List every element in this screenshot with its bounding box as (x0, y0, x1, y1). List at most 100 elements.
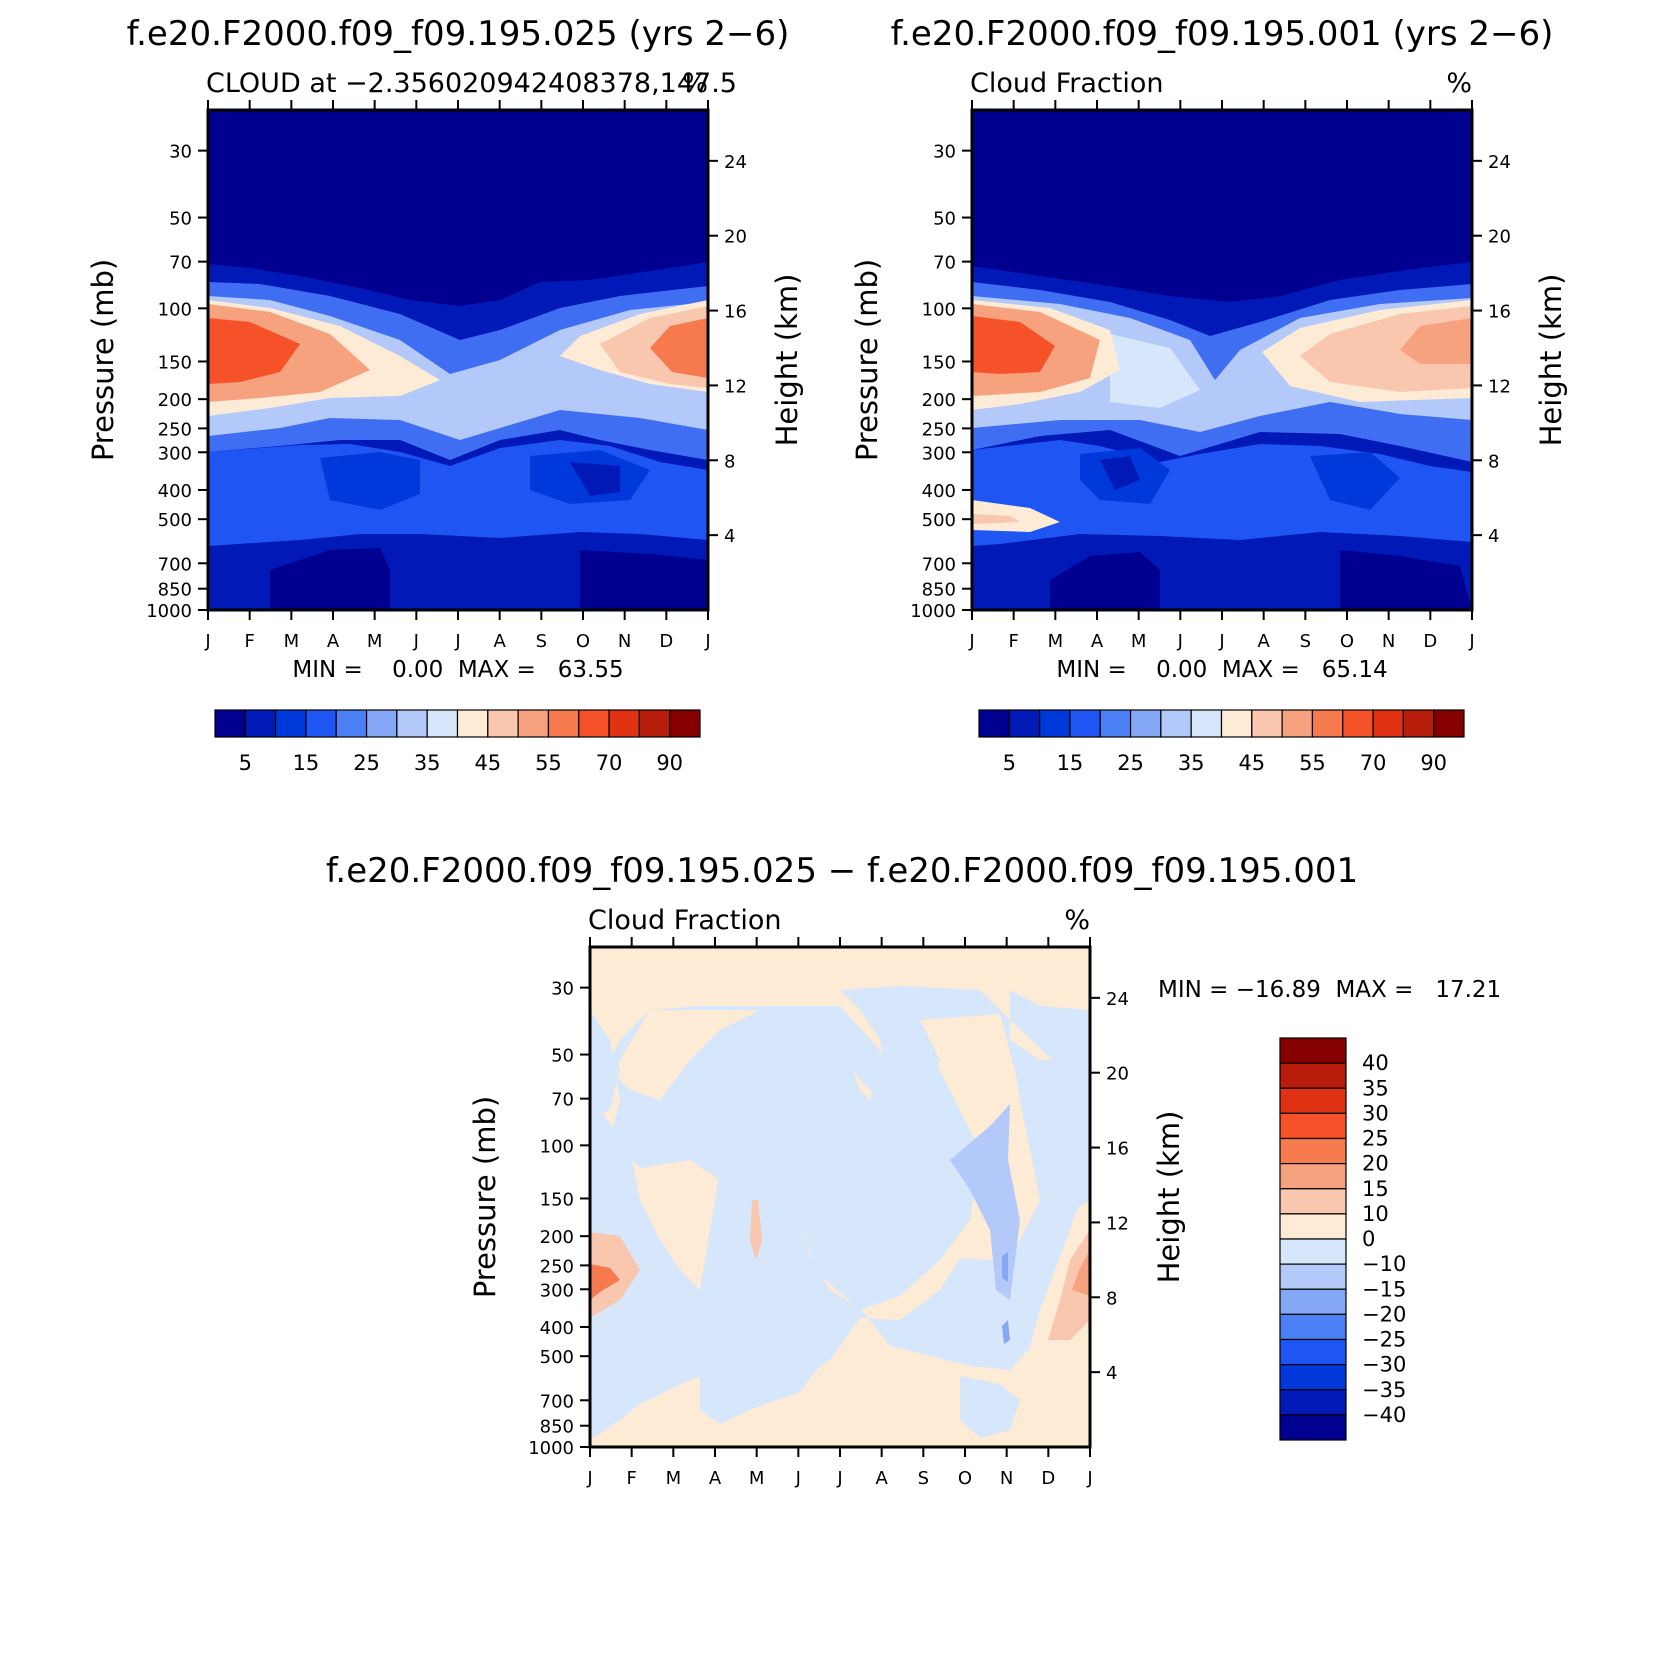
colorbar-label: 90 (1420, 751, 1447, 775)
colorbar-swatch (487, 709, 519, 738)
pressure-tick-label: 400 (922, 481, 956, 502)
panel-3-plot-area (590, 947, 1090, 1447)
panel-2-y-axis-label: Pressure (mb) (850, 259, 884, 461)
colorbar-label: 15 (1057, 751, 1084, 775)
panel-3-neg-15 (950, 1104, 1020, 1300)
colorbar-swatch (1279, 1213, 1347, 1240)
colorbar-swatch (335, 709, 368, 738)
colorbar-swatch (1279, 1338, 1347, 1366)
panel-2-warm-blob (972, 500, 1060, 532)
month-tick-label: S (536, 631, 547, 652)
colorbar-swatch (426, 709, 459, 738)
colorbar-swatch (1251, 709, 1283, 738)
panel-2-minmax: MIN = 0.00 MAX = 65.14 (1056, 657, 1387, 683)
panel-2-plot-area (972, 110, 1472, 610)
panel-2-surface (1050, 552, 1160, 610)
panel-3-pos-15-right (1072, 1250, 1090, 1296)
month-tick-label: D (1041, 1468, 1055, 1489)
colorbar-swatch (1279, 1037, 1347, 1064)
height-tick-label: 16 (1488, 302, 1511, 323)
pressure-tick-label: 300 (158, 443, 192, 464)
pressure-tick-label: 70 (169, 253, 192, 274)
panel-2-y2-axis-label: Height (km) (1534, 274, 1568, 447)
colorbar-swatch (608, 709, 640, 738)
month-tick-label: M (666, 1468, 682, 1489)
panel-3-neg-20 (1002, 1252, 1008, 1282)
colorbar-swatch (1279, 1087, 1347, 1114)
colorbar-swatch (669, 709, 701, 738)
panel-3: f.e20.F2000.f09_f09.195.025 − f.e20.F200… (326, 851, 1501, 1489)
panel-1-units: % (682, 68, 708, 99)
panel-1-minmax: MIN = 0.00 MAX = 63.55 (292, 657, 623, 683)
colorbar-swatch (1433, 709, 1465, 738)
colorbar-label: 35 (414, 751, 441, 775)
colorbar-swatch (1402, 709, 1435, 738)
colorbar-swatch (1279, 1163, 1347, 1190)
panel-2-surface-2 (1340, 550, 1472, 610)
panel-1-hot-core-1 (208, 318, 300, 384)
height-tick-label: 12 (1106, 1213, 1129, 1234)
month-tick-label: A (494, 631, 507, 652)
colorbar-swatch (275, 709, 307, 738)
colorbar-label: 10 (1362, 1202, 1389, 1226)
colorbar-swatch (1311, 709, 1344, 738)
pressure-tick-label: 400 (540, 1318, 574, 1339)
colorbar-swatch (396, 709, 428, 738)
colorbar-swatch (1279, 1313, 1347, 1341)
colorbar-swatch (1069, 709, 1101, 738)
panel-1-surface-2 (580, 550, 708, 610)
month-tick-label: J (1218, 631, 1224, 652)
colorbar-swatch (214, 709, 246, 738)
panel-1-mid-low-1 (320, 452, 420, 510)
panel-2-pale-band (1110, 334, 1200, 408)
month-tick-label: D (659, 631, 673, 652)
panel-1-h-ticks: 4 8 12 16 20 24 (708, 152, 747, 547)
month-tick-label: S (918, 1468, 929, 1489)
colorbar-swatch (1279, 1288, 1347, 1315)
month-tick-label: A (1091, 631, 1104, 652)
colorbar-swatch (1190, 709, 1223, 738)
colorbar-label: 20 (1362, 1152, 1389, 1176)
month-tick-label: J (836, 1468, 842, 1489)
colorbar-label: 25 (1117, 751, 1144, 775)
month-tick-label: O (958, 1468, 972, 1489)
colorbar-label: −20 (1362, 1302, 1406, 1326)
panel-2: f.e20.F2000.f09_f09.195.001 (yrs 2−6) Cl… (850, 14, 1568, 775)
pressure-tick-label: 300 (540, 1280, 574, 1301)
panel-2-stratosphere (972, 110, 1472, 302)
panel-2-left-label: Cloud Fraction (970, 68, 1163, 99)
colorbar-label: 15 (293, 751, 320, 775)
height-tick-label: 20 (1488, 227, 1511, 248)
height-tick-label: 4 (724, 526, 735, 547)
month-tick-label: J (454, 631, 460, 652)
colorbar-swatch (1008, 709, 1041, 738)
panel-2-hot-core-1 (972, 316, 1055, 374)
pressure-tick-label: 150 (158, 352, 192, 373)
colorbar-label: 90 (656, 751, 683, 775)
pressure-tick-label: 1000 (910, 601, 956, 622)
colorbar-swatch (1039, 709, 1071, 738)
panel-3-neg-band-main (590, 1010, 980, 1310)
panel-3-title: f.e20.F2000.f09_f09.195.025 − f.e20.F200… (326, 851, 1358, 891)
colorbar-label: −15 (1362, 1277, 1406, 1301)
panel-3-y2-axis-label: Height (km) (1152, 1111, 1186, 1284)
month-tick-label: D (1423, 631, 1437, 652)
panel-2-mid-low-2 (1310, 452, 1400, 510)
pressure-tick-label: 100 (922, 299, 956, 320)
panel-3-minmax: MIN = −16.89 MAX = 17.21 (1158, 977, 1501, 1003)
colorbar-swatch (365, 709, 398, 738)
colorbar-label: 25 (353, 751, 380, 775)
panel-3-bottom-neg-3 (960, 1376, 1020, 1438)
height-tick-label: 8 (1106, 1288, 1117, 1309)
panel-2-h-ticks: 4 8 12 16 20 24 (1472, 152, 1511, 547)
colorbar-label: 25 (1362, 1127, 1389, 1151)
height-tick-label: 24 (1106, 989, 1129, 1010)
height-tick-label: 24 (1488, 152, 1511, 173)
pressure-tick-label: 30 (933, 142, 956, 163)
pressure-tick-label: 200 (540, 1227, 574, 1248)
panel-3-left-neg-strip (590, 1025, 620, 1120)
pressure-tick-label: 250 (158, 419, 192, 440)
